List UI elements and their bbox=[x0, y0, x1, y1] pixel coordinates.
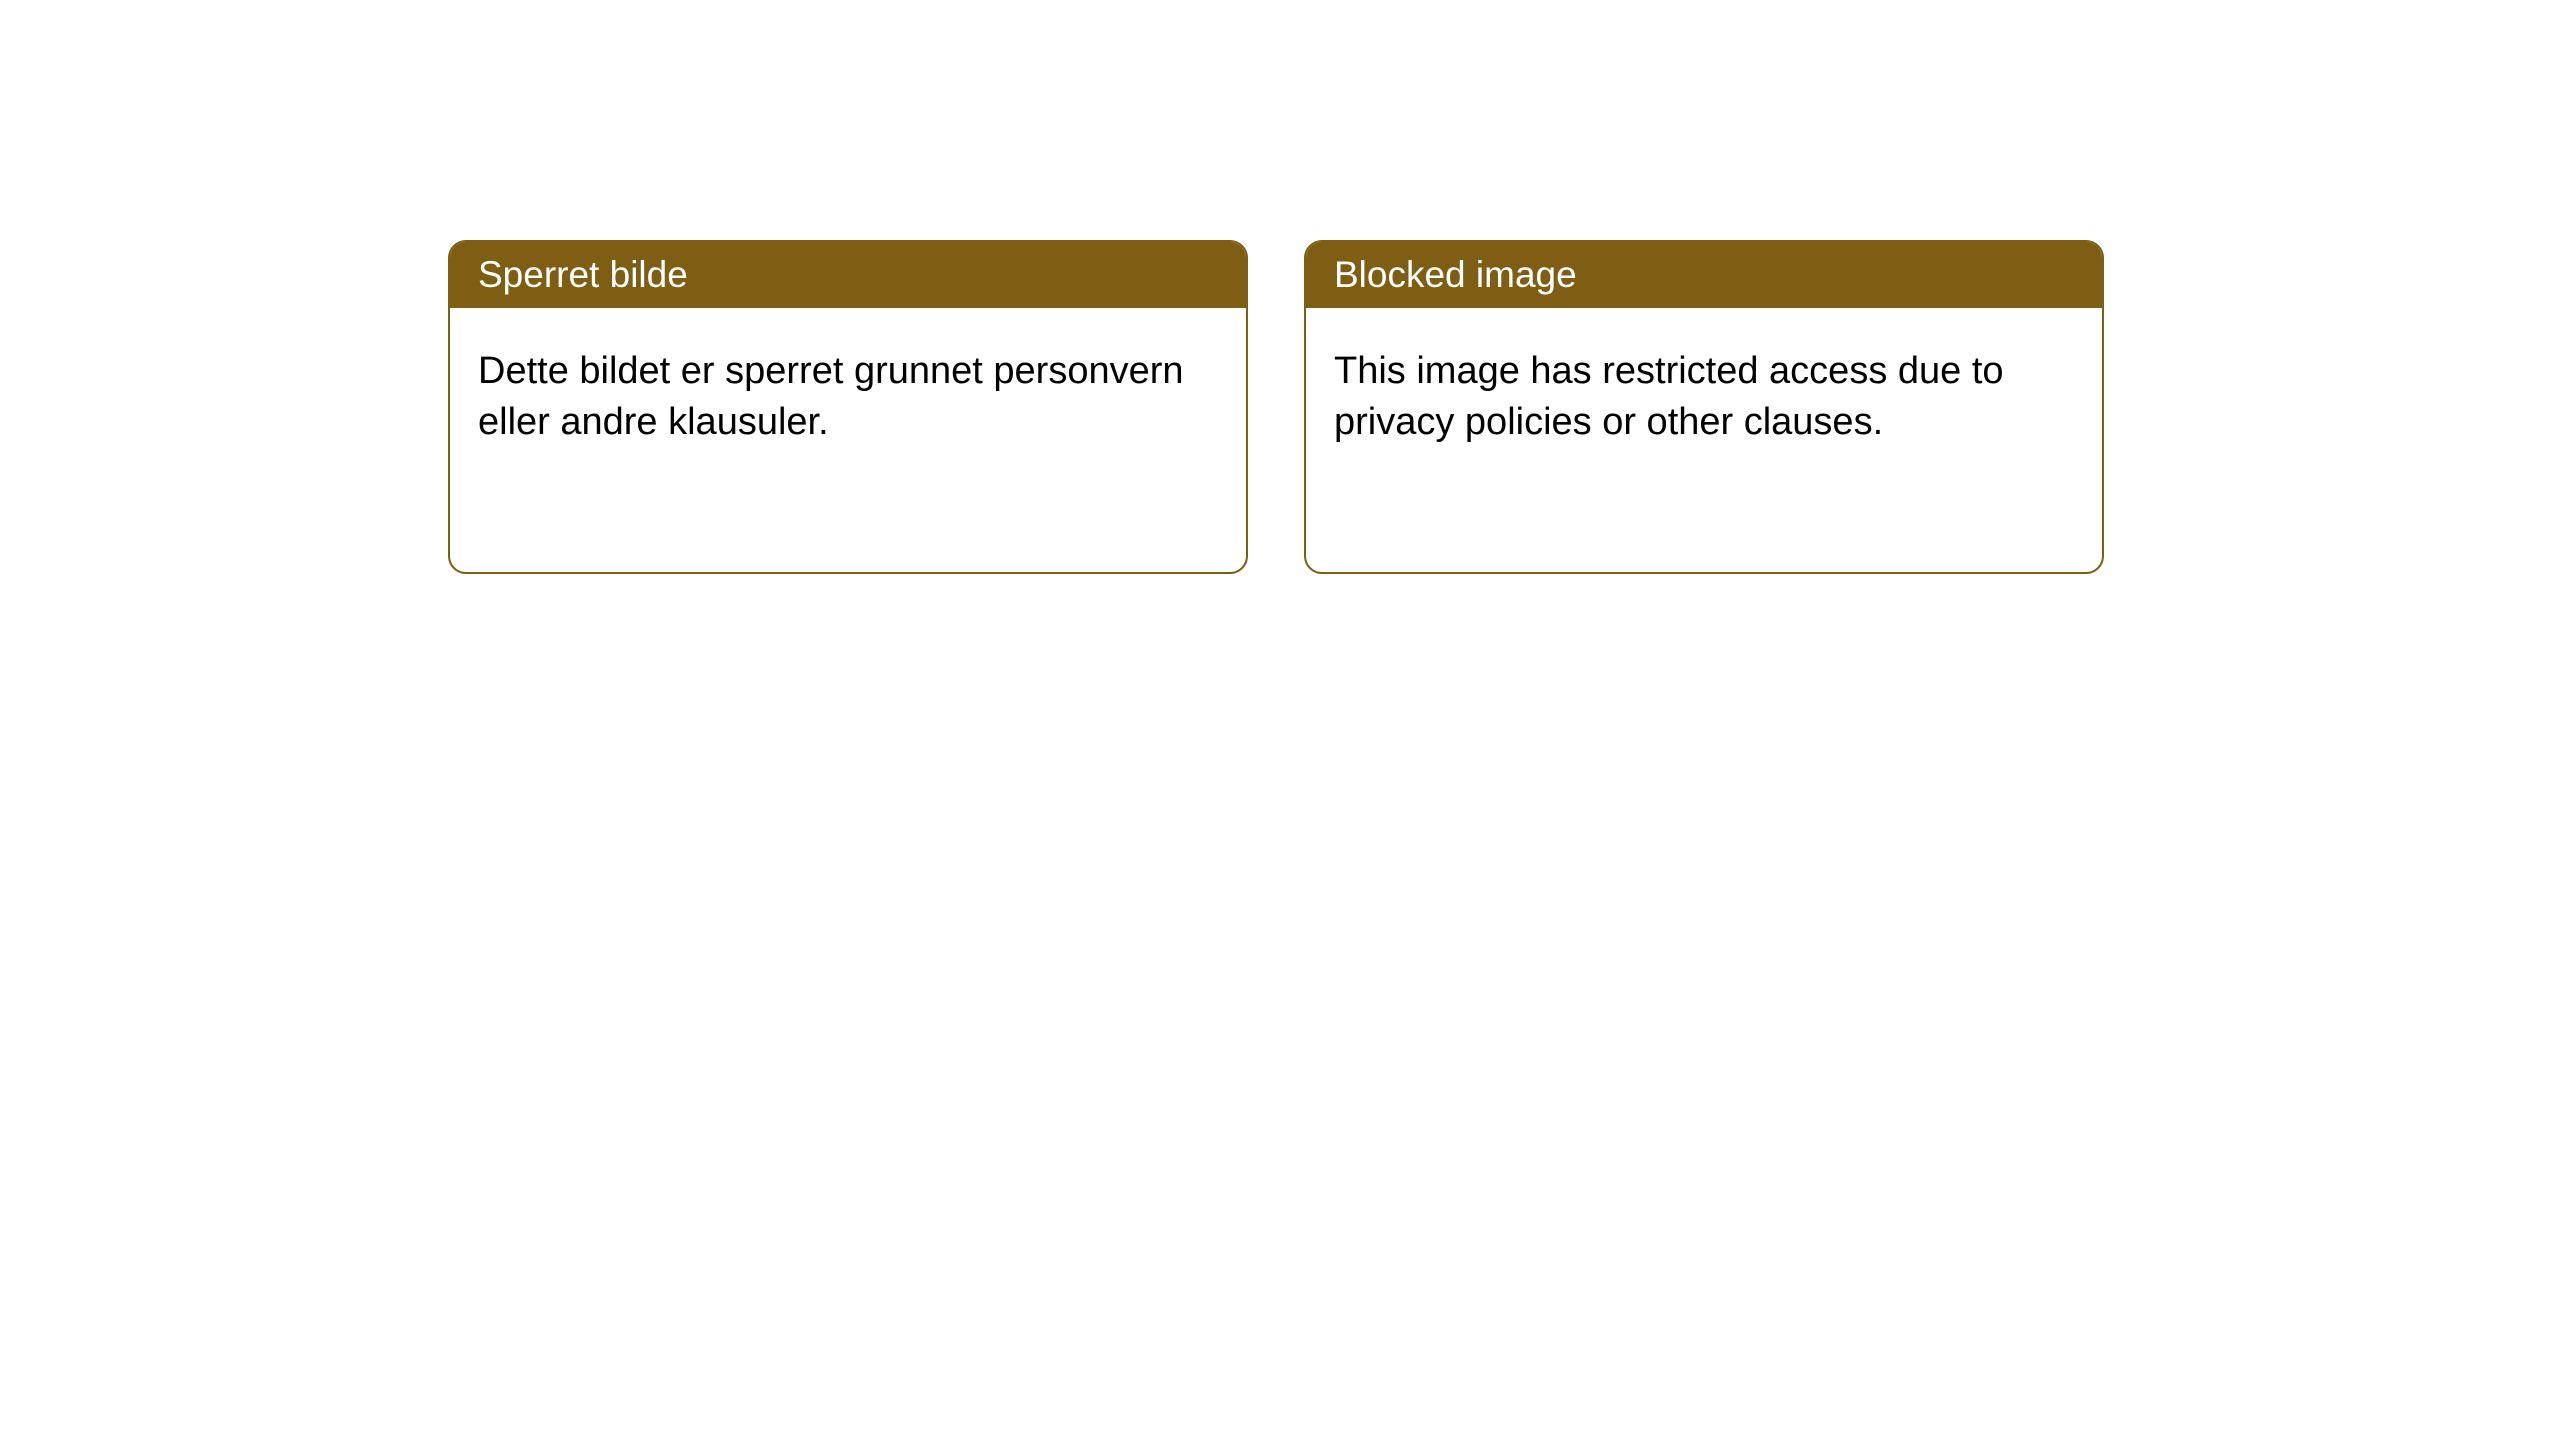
notice-title: Blocked image bbox=[1334, 254, 1577, 295]
notice-header-no: Sperret bilde bbox=[450, 242, 1246, 308]
notice-card-en: Blocked image This image has restricted … bbox=[1304, 240, 2104, 574]
notice-container: Sperret bilde Dette bildet er sperret gr… bbox=[0, 0, 2560, 574]
notice-title: Sperret bilde bbox=[478, 254, 688, 295]
notice-card-no: Sperret bilde Dette bildet er sperret gr… bbox=[448, 240, 1248, 574]
notice-header-en: Blocked image bbox=[1306, 242, 2102, 308]
notice-body-no: Dette bildet er sperret grunnet personve… bbox=[450, 308, 1246, 487]
notice-text: This image has restricted access due to … bbox=[1334, 350, 2004, 443]
notice-body-en: This image has restricted access due to … bbox=[1306, 308, 2102, 487]
notice-text: Dette bildet er sperret grunnet personve… bbox=[478, 350, 1184, 443]
